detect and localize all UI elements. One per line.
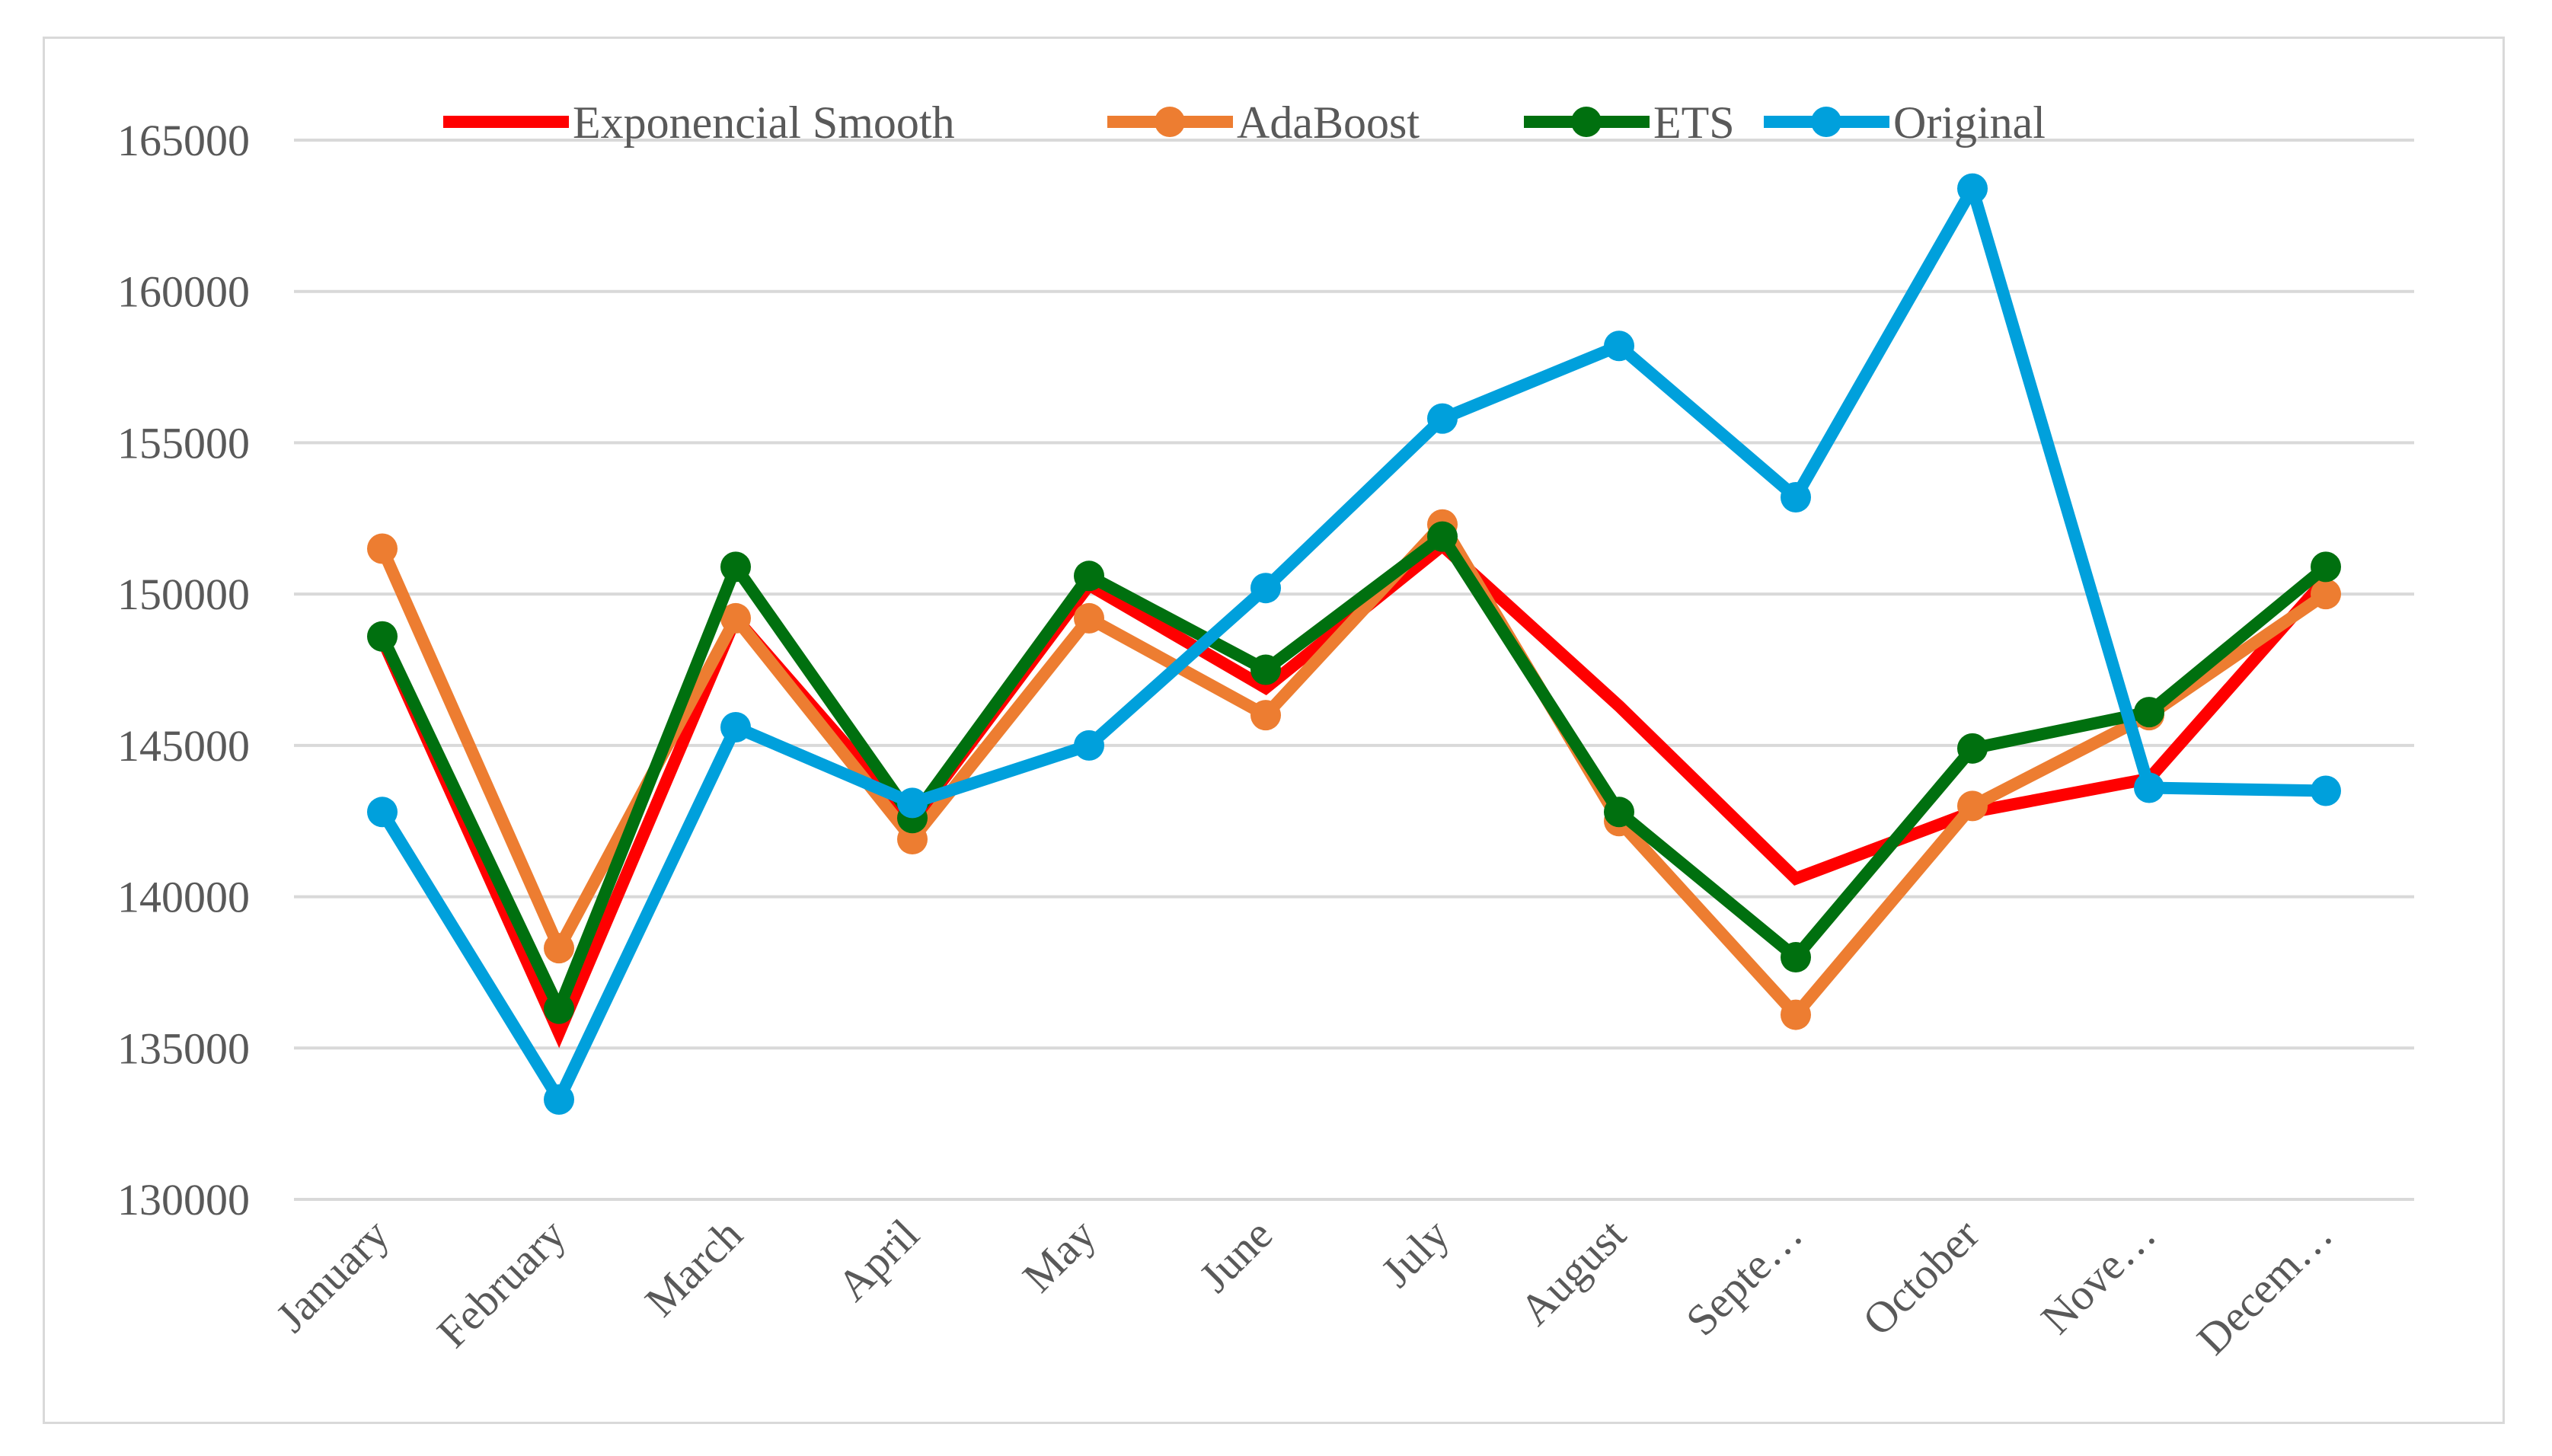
- legend-label: AdaBoost: [1237, 97, 1420, 148]
- legend-item: Original: [1764, 97, 2046, 148]
- data-point: [2134, 697, 2164, 728]
- y-tick-label: 160000: [117, 267, 250, 317]
- data-point: [897, 787, 928, 819]
- data-point: [2311, 579, 2341, 610]
- series-original: [367, 173, 2341, 1115]
- y-tick-label: 150000: [117, 570, 250, 619]
- data-point: [1604, 797, 1634, 828]
- data-point: [720, 712, 751, 743]
- data-point: [1074, 730, 1104, 761]
- x-tick-label: June: [1190, 1209, 1282, 1301]
- data-point: [367, 533, 398, 564]
- x-tick-label: February: [427, 1209, 575, 1357]
- data-point: [2311, 775, 2341, 806]
- series-line: [376, 514, 2332, 1024]
- y-tick-label: 165000: [117, 116, 250, 165]
- y-tick-label: 140000: [117, 873, 250, 922]
- data-point: [1427, 403, 1458, 434]
- data-point: [1074, 560, 1104, 592]
- data-point: [1427, 521, 1458, 552]
- y-tick-label: 130000: [117, 1175, 250, 1225]
- data-point: [2311, 551, 2341, 583]
- x-tick-label: July: [1372, 1209, 1458, 1296]
- data-point: [1781, 481, 1811, 512]
- data-point: [1957, 173, 1988, 204]
- legend-label: Exponencial Smooth: [573, 97, 955, 148]
- legend-item: AdaBoost: [1107, 97, 1420, 148]
- data-point: [544, 933, 574, 964]
- y-tick-label: 155000: [117, 418, 250, 468]
- data-point: [1781, 999, 1811, 1030]
- data-point: [1957, 790, 1988, 822]
- data-point: [367, 797, 398, 828]
- data-point: [1957, 733, 1988, 764]
- data-point: [1604, 330, 1634, 362]
- legend-swatch-marker: [1571, 107, 1602, 137]
- y-tick-label: 145000: [117, 721, 250, 771]
- legend-item: Exponencial Smooth: [443, 97, 955, 148]
- data-point: [367, 621, 398, 652]
- data-point: [544, 993, 574, 1024]
- x-tick-label: October: [1853, 1209, 1988, 1345]
- x-tick-label: January: [267, 1209, 399, 1342]
- series-group: [367, 173, 2341, 1115]
- x-tick-label: April: [828, 1209, 929, 1311]
- chart-frame: [43, 37, 2505, 1424]
- y-tick-label: 135000: [117, 1023, 250, 1073]
- x-tick-label: August: [1510, 1209, 1635, 1334]
- data-point: [1250, 700, 1281, 731]
- legend-item: ETS: [1524, 97, 1735, 148]
- legend-label: ETS: [1653, 97, 1735, 148]
- x-tick-label: Nove…: [2031, 1209, 2165, 1343]
- x-tick-label: Decem…: [2187, 1209, 2342, 1364]
- data-point: [2134, 772, 2164, 803]
- legend-label: Original: [1893, 97, 2046, 148]
- data-point: [1250, 573, 1281, 604]
- data-point: [1074, 602, 1104, 634]
- data-point: [897, 824, 928, 855]
- series-adaboost: [367, 509, 2341, 1030]
- data-point: [720, 602, 751, 634]
- legend-swatch-marker: [1811, 107, 1841, 137]
- x-axis: January February March April May June July Augu…: [267, 1209, 2343, 1364]
- y-axis: 130000 135000 140000 145000 150000 155000 1600…: [117, 116, 250, 1225]
- data-point: [720, 551, 751, 583]
- x-tick-label: May: [1013, 1209, 1105, 1301]
- x-tick-label: March: [635, 1209, 752, 1326]
- series-line: [376, 173, 2332, 1113]
- grid-lines: [294, 139, 2414, 1201]
- series-line: [376, 528, 2332, 1024]
- x-tick-label: Septe…: [1676, 1209, 1812, 1345]
- legend-swatch-marker: [1155, 107, 1185, 137]
- legend: Exponencial Smooth AdaBoost ETS Original: [443, 97, 2046, 148]
- data-point: [1250, 654, 1281, 685]
- data-point: [1781, 942, 1811, 973]
- data-point: [544, 1084, 574, 1115]
